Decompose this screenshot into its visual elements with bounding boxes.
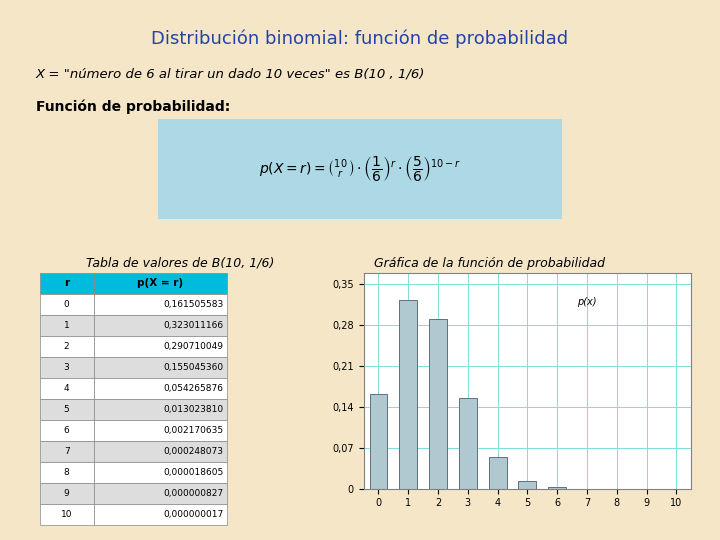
- Text: Distribución binomial: función de probabilidad: Distribución binomial: función de probab…: [151, 30, 569, 48]
- Text: 0,161505583: 0,161505583: [163, 300, 223, 309]
- FancyBboxPatch shape: [40, 441, 94, 462]
- FancyBboxPatch shape: [94, 357, 227, 378]
- FancyBboxPatch shape: [40, 336, 94, 357]
- Text: 0,155045360: 0,155045360: [163, 363, 223, 372]
- Text: 9: 9: [64, 489, 69, 498]
- Text: $p(X=r) = \binom{10}{r} \cdot \left(\dfrac{1}{6}\right)^r \cdot \left(\dfrac{5}{: $p(X=r) = \binom{10}{r} \cdot \left(\dfr…: [258, 154, 462, 183]
- Text: 1: 1: [64, 321, 69, 330]
- Text: 0,000000017: 0,000000017: [163, 510, 223, 519]
- Text: 2: 2: [64, 342, 69, 351]
- FancyBboxPatch shape: [94, 420, 227, 441]
- FancyBboxPatch shape: [94, 273, 227, 294]
- Text: Tabla de valores de B(10, 1/6): Tabla de valores de B(10, 1/6): [86, 256, 275, 269]
- Bar: [489, 457, 507, 489]
- Text: r: r: [64, 278, 69, 288]
- Text: 6: 6: [64, 426, 69, 435]
- Text: X = "número de 6 al tirar un dado 10 veces" es B(10 , 1/6): X = "número de 6 al tirar un dado 10 vec…: [36, 68, 426, 80]
- FancyBboxPatch shape: [40, 420, 94, 441]
- FancyBboxPatch shape: [94, 294, 227, 315]
- FancyBboxPatch shape: [94, 378, 227, 399]
- Text: 0,013023810: 0,013023810: [163, 405, 223, 414]
- FancyBboxPatch shape: [94, 504, 227, 525]
- Bar: [400, 300, 417, 489]
- Bar: [429, 319, 447, 489]
- FancyBboxPatch shape: [40, 378, 94, 399]
- FancyBboxPatch shape: [94, 441, 227, 462]
- FancyBboxPatch shape: [40, 294, 94, 315]
- Text: p(X = r): p(X = r): [137, 278, 184, 288]
- Text: 0,000000827: 0,000000827: [163, 489, 223, 498]
- Text: p(x): p(x): [577, 297, 596, 307]
- FancyBboxPatch shape: [94, 483, 227, 504]
- FancyBboxPatch shape: [94, 462, 227, 483]
- FancyBboxPatch shape: [40, 483, 94, 504]
- Text: 0,054265876: 0,054265876: [163, 384, 223, 393]
- Text: 0,000018605: 0,000018605: [163, 468, 223, 477]
- Bar: [459, 398, 477, 489]
- FancyBboxPatch shape: [94, 315, 227, 336]
- FancyBboxPatch shape: [40, 315, 94, 336]
- Text: 3: 3: [64, 363, 69, 372]
- Text: 8: 8: [64, 468, 69, 477]
- Bar: [518, 481, 536, 489]
- Text: 0,290710049: 0,290710049: [163, 342, 223, 351]
- Text: 0,323011166: 0,323011166: [163, 321, 223, 330]
- FancyBboxPatch shape: [40, 357, 94, 378]
- FancyBboxPatch shape: [158, 119, 562, 219]
- Bar: [369, 394, 387, 489]
- FancyBboxPatch shape: [40, 504, 94, 525]
- Text: Función de probabilidad:: Función de probabilidad:: [36, 100, 230, 114]
- Text: 0,000248073: 0,000248073: [163, 447, 223, 456]
- Text: 10: 10: [61, 510, 72, 519]
- FancyBboxPatch shape: [94, 336, 227, 357]
- Text: 4: 4: [64, 384, 69, 393]
- FancyBboxPatch shape: [40, 462, 94, 483]
- Text: 7: 7: [64, 447, 69, 456]
- Text: Gráfica de la función de probabilidad: Gráfica de la función de probabilidad: [374, 256, 606, 269]
- FancyBboxPatch shape: [40, 399, 94, 420]
- FancyBboxPatch shape: [94, 399, 227, 420]
- Bar: [548, 488, 566, 489]
- Text: 5: 5: [64, 405, 69, 414]
- FancyBboxPatch shape: [40, 273, 94, 294]
- Text: 0: 0: [64, 300, 69, 309]
- Text: 0,002170635: 0,002170635: [163, 426, 223, 435]
